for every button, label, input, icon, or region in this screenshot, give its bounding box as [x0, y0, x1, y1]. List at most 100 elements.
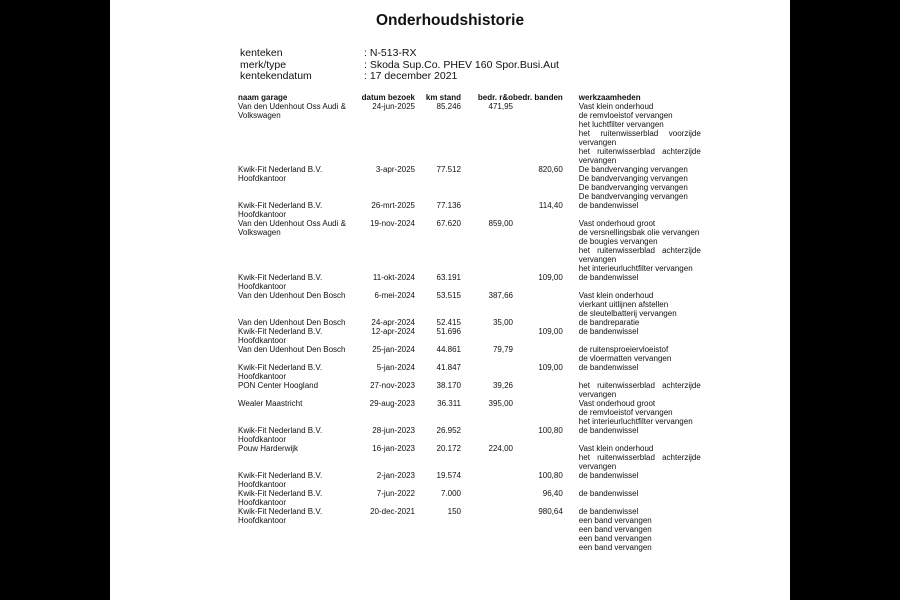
- km-stand: 7.000: [440, 489, 461, 498]
- amount-ro: [461, 363, 513, 381]
- table-row: Van den Udenhout Den Bosch 25-jan-2024 44.…: [238, 345, 701, 363]
- km-stand: 85.246: [436, 102, 461, 111]
- document-page: Onderhoudshistorie kenteken: N-513-RX me…: [110, 0, 790, 600]
- work-item: Vast klein onderhoud: [578, 102, 654, 111]
- garage-name: PON Center Hoogland: [238, 381, 319, 390]
- garage-name: Kwik-Fit Nederland B.V. Hoofdkantoor: [238, 165, 323, 183]
- amount-ro: 35,00: [492, 318, 513, 327]
- work-item: de bandenwissel: [578, 426, 639, 435]
- werkzaamheden: Vast onderhoud groot de versnellingsbak o…: [563, 219, 701, 273]
- garage-name: Van den Udenhout Den Bosch: [238, 345, 346, 354]
- info-row-merk-type: merk/type : Skoda Sup.Co. PHEV 160 Spor.B…: [240, 58, 559, 72]
- visit-date: 29-aug-2023: [369, 399, 415, 408]
- werkzaamheden: Vast klein onderhoud vierkant uitlijnen a…: [563, 291, 701, 318]
- info-label: kenteken: [240, 47, 283, 59]
- table-row: PON Center Hoogland 27-nov-2023 38.170 39,2…: [238, 381, 701, 399]
- work-item: De bandvervanging vervangen: [578, 165, 688, 174]
- km-stand: 38.170: [436, 381, 461, 390]
- table-row: Kwik-Fit Nederland B.V. Hoofdkantoor 12-a…: [238, 327, 701, 345]
- table-row: Kwik-Fit Nederland B.V. Hoofdkantoor 5-ja…: [238, 363, 701, 381]
- km-stand: 150: [447, 507, 461, 516]
- visit-date: 27-nov-2023: [370, 381, 415, 390]
- work-item: de bandenwissel: [578, 471, 639, 480]
- work-item: het interieurluchtfilter vervangen: [578, 417, 693, 426]
- visit-date: 25-jan-2024: [372, 345, 415, 354]
- werkzaamheden: de bandenwissel: [563, 363, 701, 381]
- table-row: Van den Udenhout Oss Audi & Volkswagen 19…: [238, 219, 701, 273]
- table-row: Kwik-Fit Nederland B.V. Hoofdkantoor 3-ap…: [238, 165, 701, 201]
- visit-date: 2-jan-2023: [376, 471, 415, 480]
- info-row-kentekendatum: kentekendatum: 17 december 2021: [240, 70, 559, 83]
- km-stand: 53.515: [436, 291, 461, 300]
- work-item: de bougies vervangen: [578, 237, 658, 246]
- table-row: Wealer Maastricht 29-aug-2023 36.311 395,00…: [238, 399, 701, 426]
- work-item: het ruitenwisserblad achterzijde vervang…: [578, 246, 701, 264]
- visit-date: 5-jan-2024: [376, 363, 415, 372]
- column-header-banden: bedr. banden: [513, 93, 563, 102]
- work-item: het interieurluchtfilter vervangen: [578, 264, 693, 273]
- work-item: de bandenwissel: [578, 363, 639, 372]
- table-header: naam garage datum bezoek km stand bedr. …: [238, 93, 701, 102]
- km-stand: 63.191: [436, 273, 461, 282]
- work-item: een band vervangen: [578, 525, 652, 534]
- visit-date: 26-mrt-2025: [371, 201, 415, 210]
- work-item: de bandenwissel: [578, 327, 639, 336]
- km-stand: 41.847: [436, 363, 461, 372]
- amount-banden: 96,40: [542, 489, 563, 498]
- visit-date: 7-jun-2022: [376, 489, 415, 498]
- werkzaamheden: de bandreparatie: [563, 318, 701, 327]
- amount-banden: [513, 444, 563, 471]
- visit-date: 19-nov-2024: [370, 219, 415, 228]
- visit-date: 28-jun-2023: [372, 426, 415, 435]
- werkzaamheden: Vast klein onderhoud de remvloeistof verv…: [563, 102, 701, 165]
- work-item: de ruitensproeiervloeistof: [578, 345, 669, 354]
- visit-date: 24-apr-2024: [371, 318, 415, 327]
- garage-name: Kwik-Fit Nederland B.V. Hoofdkantoor: [238, 201, 323, 219]
- garage-name: Kwik-Fit Nederland B.V. Hoofdkantoor: [238, 327, 323, 345]
- km-stand: 36.311: [437, 399, 461, 408]
- work-item: een band vervangen: [578, 534, 652, 543]
- page-title: Onderhoudshistorie: [375, 12, 525, 29]
- info-value: : 17 december 2021: [364, 70, 458, 82]
- table-row: Kwik-Fit Nederland B.V. Hoofdkantoor 2-ja…: [238, 471, 701, 489]
- visit-date: 12-apr-2024: [371, 327, 415, 336]
- vehicle-info: kenteken: N-513-RX merk/type: Skoda Sup.…: [240, 47, 559, 83]
- amount-banden: [513, 219, 563, 273]
- work-item: de sleutelbatterij vervangen: [578, 309, 677, 318]
- column-header-km: km stand: [425, 93, 461, 102]
- work-item: het luchtfilter vervangen: [578, 120, 664, 129]
- garage-name: Wealer Maastricht: [238, 399, 303, 408]
- werkzaamheden: Vast klein onderhoud het ruitenwisserblad…: [563, 444, 701, 471]
- garage-name: Van den Udenhout Den Bosch: [238, 291, 346, 300]
- info-value: : Skoda Sup.Co. PHEV 160 Spor.Busi.Aut: [364, 58, 559, 71]
- amount-banden: [513, 318, 563, 327]
- km-stand: 26.952: [436, 426, 461, 435]
- work-item: de remvloeistof vervangen: [578, 408, 673, 417]
- werkzaamheden: de bandenwissel: [563, 327, 701, 345]
- werkzaamheden: Vast onderhoud groot de remvloeistof verv…: [563, 399, 701, 426]
- amount-ro: [461, 327, 513, 345]
- table-row: Van den Udenhout Oss Audi & Volkswagen 24…: [238, 102, 701, 165]
- visit-date: 11-okt-2024: [372, 273, 415, 282]
- visit-date: 24-jun-2025: [372, 102, 415, 111]
- km-stand: 44.861: [436, 345, 461, 354]
- work-item: de bandenwissel: [578, 489, 639, 498]
- info-label: merk/type: [240, 58, 287, 71]
- column-header-werkzaamheden: werkzaamheden: [578, 93, 641, 102]
- amount-ro: [461, 426, 513, 444]
- werkzaamheden: De bandvervanging vervangen De bandvervan…: [563, 165, 701, 201]
- work-item: De bandvervanging vervangen: [578, 183, 688, 192]
- work-item: De bandvervanging vervangen: [578, 174, 688, 183]
- amount-ro: [461, 471, 513, 489]
- amount-banden: [513, 381, 563, 399]
- km-stand: 20.172: [436, 444, 461, 453]
- km-stand: 52.415: [436, 318, 461, 327]
- amount-banden: 100,80: [538, 426, 563, 435]
- visit-date: 3-apr-2025: [375, 165, 415, 174]
- km-stand: 77.136: [436, 201, 461, 210]
- table-row: Kwik-Fit Nederland B.V. Hoofdkantoor 11-o…: [238, 273, 701, 291]
- garage-name: Kwik-Fit Nederland B.V. Hoofdkantoor: [238, 426, 323, 444]
- table-row: Van den Udenhout Den Bosch 24-apr-2024 52.…: [238, 318, 701, 327]
- werkzaamheden: de bandenwissel: [563, 201, 701, 219]
- table-row: Kwik-Fit Nederland B.V. Hoofdkantoor 28-j…: [238, 426, 701, 444]
